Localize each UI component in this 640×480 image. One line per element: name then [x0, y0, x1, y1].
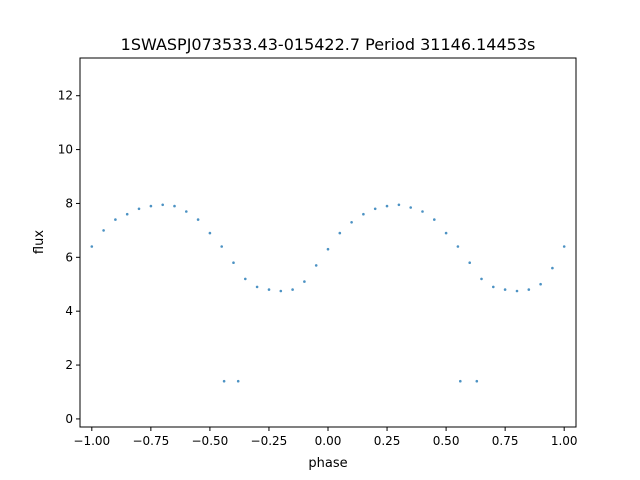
- y-tick-label: 6: [65, 250, 73, 264]
- data-point: [456, 245, 460, 248]
- data-point: [515, 289, 519, 293]
- y-tick-label: 10: [58, 143, 73, 157]
- data-point: [267, 288, 271, 291]
- x-tick-label: 1.00: [551, 434, 578, 448]
- data-point: [314, 264, 318, 267]
- y-axis: 0 2 4 6 8 10 12: [58, 89, 80, 426]
- data-point: [385, 204, 389, 208]
- scatter-points: [90, 203, 566, 383]
- data-point: [373, 207, 377, 211]
- data-point: [338, 231, 342, 235]
- data-point: [244, 277, 247, 281]
- data-point: [232, 261, 235, 265]
- data-point: [409, 206, 413, 209]
- x-axis: −1.00 −0.75 −0.50 −0.25 0.00 0.25 0.50 0.75 1.00: [73, 427, 578, 448]
- data-point: [222, 379, 226, 383]
- data-point: [539, 282, 542, 286]
- y-tick-label: 4: [65, 304, 73, 318]
- data-point: [362, 212, 365, 216]
- data-point: [444, 231, 448, 235]
- data-point: [326, 247, 330, 251]
- x-tick-label: −0.25: [251, 434, 288, 448]
- data-point: [475, 379, 479, 383]
- data-point: [236, 379, 240, 383]
- data-point: [551, 266, 554, 270]
- data-point: [421, 210, 424, 213]
- data-point: [397, 203, 401, 207]
- data-point: [562, 245, 566, 248]
- x-tick-label: 0.50: [433, 434, 460, 448]
- y-tick-label: 2: [65, 358, 73, 372]
- data-point: [137, 207, 141, 211]
- data-point: [279, 289, 283, 293]
- data-point: [102, 229, 105, 232]
- x-tick-label: −0.75: [132, 434, 169, 448]
- data-point: [149, 204, 153, 208]
- data-point: [291, 288, 294, 291]
- x-tick-label: 0.25: [374, 434, 401, 448]
- data-point: [480, 277, 483, 281]
- data-point: [114, 218, 117, 221]
- data-point: [433, 218, 436, 221]
- y-axis-label: flux: [32, 230, 47, 254]
- x-tick-label: −0.50: [192, 434, 229, 448]
- y-tick-label: 0: [65, 412, 73, 426]
- data-point: [468, 261, 472, 265]
- chart-title: 1SWASPJ073533.43-015422.7 Period 31146.1…: [121, 35, 536, 54]
- data-point: [208, 231, 212, 235]
- x-axis-label: phase: [308, 456, 347, 471]
- data-point: [173, 204, 176, 208]
- data-point: [503, 288, 507, 291]
- x-tick-label: −1.00: [73, 434, 110, 448]
- data-point: [185, 210, 188, 213]
- data-point: [492, 285, 495, 289]
- data-point: [459, 379, 462, 383]
- data-point: [196, 218, 200, 221]
- data-point: [350, 221, 353, 224]
- plot-area-frame: [79, 57, 577, 428]
- x-tick-label: 0.00: [315, 434, 342, 448]
- data-point: [527, 288, 531, 291]
- data-point: [220, 245, 223, 248]
- x-tick-label: 0.75: [492, 434, 519, 448]
- data-point: [255, 285, 259, 289]
- data-point: [125, 212, 129, 216]
- data-point: [90, 245, 94, 248]
- y-tick-label: 12: [58, 89, 73, 103]
- data-point: [303, 280, 306, 283]
- y-tick-label: 8: [65, 196, 73, 210]
- data-point: [161, 203, 164, 207]
